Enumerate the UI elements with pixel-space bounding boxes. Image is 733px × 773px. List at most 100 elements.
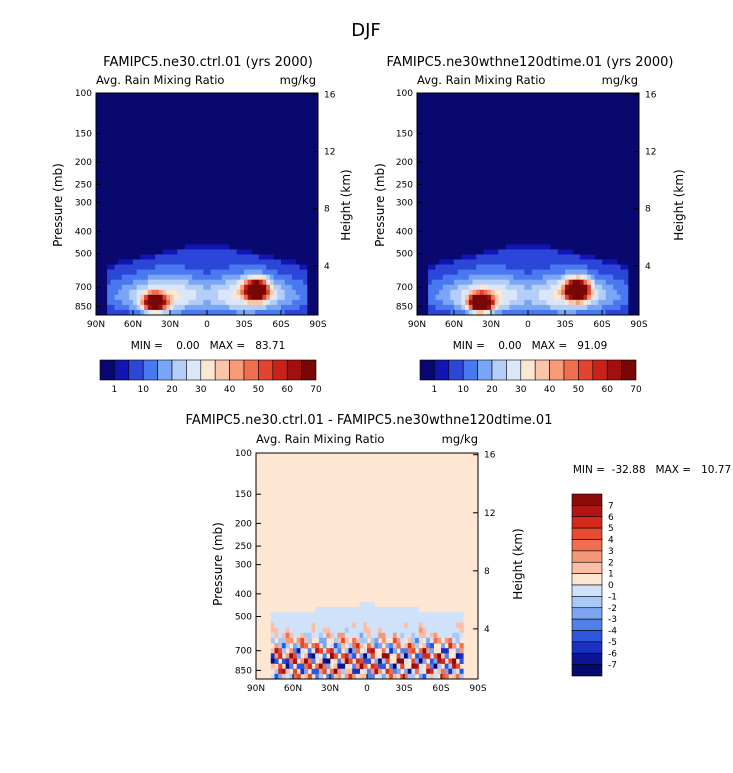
data-cell xyxy=(173,249,178,255)
data-cell xyxy=(315,612,320,618)
colorbar-swatch xyxy=(563,359,579,381)
data-cell xyxy=(494,299,499,306)
data-cell xyxy=(173,254,178,260)
data-cell xyxy=(207,254,212,260)
data-cell xyxy=(184,304,189,311)
data-cell xyxy=(441,617,446,623)
data-cell xyxy=(292,309,297,316)
data-cell xyxy=(133,289,138,296)
colorbar-swatch xyxy=(549,359,565,381)
data-cell xyxy=(181,259,186,265)
data-cell xyxy=(181,254,186,260)
data-cell xyxy=(459,673,464,680)
data-cell xyxy=(553,299,558,306)
data-cell xyxy=(214,254,219,260)
data-cell xyxy=(359,658,364,664)
data-cell xyxy=(609,299,614,306)
data-cell xyxy=(177,249,182,255)
data-cell xyxy=(188,264,193,270)
data-cell xyxy=(568,269,573,276)
data-cell xyxy=(437,617,442,623)
data-cell xyxy=(535,264,540,270)
data-cell xyxy=(381,617,386,623)
data-cell xyxy=(509,269,514,276)
data-cell xyxy=(333,653,338,659)
data-cell xyxy=(385,653,390,659)
data-cell xyxy=(162,294,167,301)
data-cell xyxy=(400,622,405,629)
data-cell xyxy=(576,304,581,311)
data-cell xyxy=(435,264,440,270)
data-cell xyxy=(392,627,397,634)
data-cell xyxy=(281,304,286,311)
colorbar-swatch xyxy=(286,359,302,381)
data-cell xyxy=(418,668,423,675)
colorbar-label: 20 xyxy=(486,385,498,395)
colorbar-swatch xyxy=(571,618,603,631)
data-cell xyxy=(602,279,607,286)
data-cell xyxy=(255,254,260,260)
data-cell xyxy=(244,284,249,291)
data-cell xyxy=(218,299,223,306)
data-cell xyxy=(151,274,156,281)
data-cell xyxy=(295,299,300,306)
data-cell xyxy=(318,668,323,675)
data-cell xyxy=(583,304,588,311)
data-cell xyxy=(565,249,570,255)
data-cell xyxy=(465,274,470,281)
data-cell xyxy=(455,648,460,654)
data-cell xyxy=(542,259,547,265)
data-cell xyxy=(177,284,182,291)
data-cell xyxy=(404,668,409,675)
figure-title: DJF xyxy=(351,20,381,41)
data-cell xyxy=(281,668,286,675)
data-cell xyxy=(415,643,420,649)
data-cell xyxy=(177,304,182,311)
data-cell xyxy=(229,284,234,291)
data-cell xyxy=(572,284,577,291)
data-cell xyxy=(300,617,305,623)
data-cell xyxy=(348,607,353,613)
data-cell xyxy=(207,284,212,291)
data-cell xyxy=(550,284,555,291)
data-cell xyxy=(576,254,581,260)
data-cell xyxy=(192,279,197,286)
data-cell xyxy=(355,658,360,664)
data-cell xyxy=(439,309,444,316)
data-cell xyxy=(374,607,379,613)
data-cell xyxy=(181,294,186,301)
data-cell xyxy=(296,648,301,654)
data-cell xyxy=(437,632,442,639)
data-cell xyxy=(565,254,570,260)
data-cell xyxy=(539,304,544,311)
data-cell xyxy=(428,304,433,311)
data-cell xyxy=(396,663,401,670)
data-cell xyxy=(465,294,470,301)
data-cell xyxy=(273,259,278,265)
data-cell xyxy=(240,254,245,260)
data-cell xyxy=(579,294,584,301)
units-label: mg/kg xyxy=(442,432,478,446)
data-cell xyxy=(266,289,271,296)
data-cell xyxy=(598,274,603,281)
data-cell xyxy=(407,648,412,654)
data-cell xyxy=(479,299,484,306)
data-cell xyxy=(177,274,182,281)
data-cell xyxy=(278,627,283,634)
data-cell xyxy=(418,632,423,639)
data-cell xyxy=(341,627,346,634)
colorbar-swatch xyxy=(214,359,230,381)
data-cell xyxy=(107,294,112,301)
data-cell xyxy=(300,668,305,675)
data-cell xyxy=(491,309,496,316)
data-cell xyxy=(531,279,536,286)
colorbar-label: 10 xyxy=(137,385,149,395)
data-cell xyxy=(269,279,274,286)
data-cell xyxy=(192,264,197,270)
data-cell xyxy=(550,299,555,306)
data-cell xyxy=(251,279,256,286)
data-cell xyxy=(516,259,521,265)
data-cell xyxy=(431,289,436,296)
data-cell xyxy=(303,304,308,311)
data-cell xyxy=(311,617,316,623)
